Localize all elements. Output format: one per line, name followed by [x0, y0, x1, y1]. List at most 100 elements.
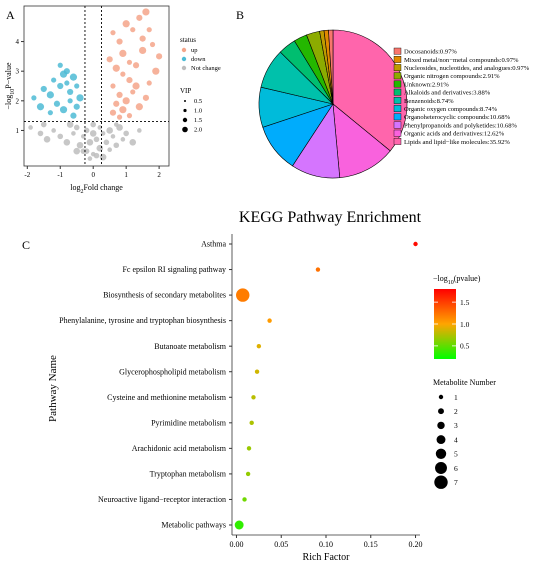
pie-legend-label: Lipids and lipid−like molecules:35.92% [404, 139, 510, 146]
kegg-pathway-label: Arachidonic acid metabolism [132, 444, 227, 453]
panel-label-a: A [6, 8, 15, 22]
pie-legend-label: Docosanoids:0.97% [404, 49, 457, 56]
kegg-size-legend-swatch [437, 421, 445, 430]
pie-legend-label: Alkaloids and derivatives:3.88% [404, 90, 491, 97]
kegg-bubble [251, 395, 256, 400]
kegg-pathway-label: Asthma [201, 240, 226, 249]
volcano-point-up [120, 71, 126, 77]
volcano-point-up [116, 38, 123, 45]
kegg-size-legend-swatch [438, 394, 444, 400]
kegg-bubble [249, 420, 254, 426]
volcano-point-not-change [93, 152, 100, 159]
volcano-point-up [152, 67, 160, 75]
kegg-chart: KEGG Pathway Enrichment Asthma Fc epsilon … [47, 209, 496, 563]
kegg-pathway-label: Glycerophospholipid metabolism [119, 367, 227, 376]
volcano-legend-label-down: down [191, 56, 206, 63]
kegg-title: KEGG Pathway Enrichment [239, 209, 422, 226]
volcano-point-not-change [51, 128, 56, 133]
pie-legend-swatch [393, 96, 402, 104]
volcano-point-up [135, 103, 143, 111]
volcano-y-axis-label: −log10P−value [4, 62, 16, 109]
kegg-size-legend-swatch [438, 408, 444, 415]
pie-panel: B Docosanoids:0.97% Mixed metal/non−metal… [228, 0, 550, 195]
pie-legend-label: Phenylpropanoids and polyketides:10.68% [404, 122, 518, 129]
volcano-point-down [57, 62, 63, 68]
panel-label-b: B [236, 8, 245, 22]
volcano-point-not-change [40, 121, 47, 128]
volcano-legend-swatch-up [181, 47, 187, 53]
kegg-x-tick-label: 0.20 [409, 540, 423, 549]
volcano-point-not-change [37, 130, 44, 137]
pie-legend-swatch [393, 113, 402, 121]
volcano-legend-vip-label: 0.5 [194, 98, 202, 105]
volcano-point-down [53, 100, 61, 107]
pie-legend: Docosanoids:0.97%Mixed metal/non−metal c… [393, 47, 530, 146]
volcano-legend-vip-label: 1.0 [194, 108, 202, 115]
kegg-size-legend-swatch [435, 462, 447, 474]
volcano-point-up [132, 62, 140, 69]
kegg-bubble [267, 318, 272, 323]
volcano-point-up [109, 109, 117, 116]
volcano-point-not-change [113, 122, 119, 127]
volcano-point-up [139, 35, 146, 42]
kegg-pathway-label: Phenylalanine, tyrosine and tryptophan b… [59, 316, 226, 325]
kegg-size-legend-label: 2 [454, 407, 458, 416]
kegg-pathway-label: Neuroactive ligand−receptor interaction [98, 495, 226, 504]
volcano-y-tick-label: 3 [16, 68, 20, 76]
pie-legend-swatch [393, 64, 402, 72]
kegg-size-legend-title: Metabolite Number [433, 378, 496, 387]
volcano-point-not-change [76, 141, 84, 149]
kegg-legend: −log10(pvalue) 1.5 1.0 0.5 Metabolite Number… [433, 274, 496, 489]
volcano-point-up [139, 46, 147, 55]
kegg-bubble [242, 497, 247, 502]
volcano-point-down [59, 106, 68, 114]
volcano-x-tick-label: 0 [91, 171, 95, 179]
volcano-point-up [130, 27, 136, 33]
volcano-point-not-change [73, 124, 80, 131]
kegg-size-legend-label: 5 [454, 450, 458, 459]
volcano-point-up [126, 59, 133, 65]
kegg-x-tick-label: 0.05 [274, 540, 288, 549]
kegg-x-tick-label: 0.10 [319, 540, 333, 549]
volcano-point-not-change [97, 125, 103, 130]
volcano-y-tick-label: 1 [16, 127, 20, 135]
volcano-legend-swatch-not-change [181, 65, 187, 71]
kegg-size-legend-label: 1 [454, 393, 458, 402]
volcano-point-up [156, 53, 163, 60]
kegg-bubble [254, 369, 260, 374]
volcano-point-not-change [93, 136, 100, 143]
volcano-point-up [146, 27, 152, 33]
volcano-point-not-change [80, 148, 87, 154]
volcano-point-down [76, 94, 84, 102]
volcano-point-not-change [73, 147, 81, 155]
volcano-legend-vip-label: 1.5 [194, 117, 202, 124]
pie-legend-label: Organic oxygen compounds:8.74% [404, 106, 498, 113]
volcano-point-up [113, 100, 120, 107]
pie-legend-swatch [393, 47, 402, 55]
kegg-pathway-label: Cysteine and methionine metabolism [107, 393, 227, 402]
kegg-pathway-label: Biosynthesis of secondary metabolites [103, 291, 226, 300]
volcano-point-up [122, 20, 130, 28]
kegg-bubble [245, 471, 251, 477]
volcano-point-not-change [129, 138, 137, 146]
volcano-point-up [110, 83, 116, 89]
pie-legend-swatch [393, 80, 402, 88]
volcano-point-down [64, 80, 70, 86]
volcano-point-down [36, 103, 45, 111]
volcano-point-up [142, 8, 150, 16]
kegg-y-axis-label: Pathway Name [47, 355, 59, 422]
volcano-y-tick-label: 2 [16, 97, 20, 105]
volcano-x-tick-label: 1 [124, 171, 128, 179]
volcano-point-down [57, 82, 64, 90]
volcano-point-not-change [103, 139, 110, 146]
kegg-bubble [413, 241, 418, 247]
kegg-size-legend-label: 6 [454, 464, 458, 473]
kegg-bubble [256, 343, 262, 349]
kegg-pathway-label: Butanoate metabolism [154, 342, 227, 351]
kegg-x-tick-label: 0.15 [364, 540, 378, 549]
volcano-x-tick-label: -1 [57, 171, 63, 179]
volcano-point-not-change [28, 125, 33, 130]
pie-legend-swatch [393, 137, 402, 145]
